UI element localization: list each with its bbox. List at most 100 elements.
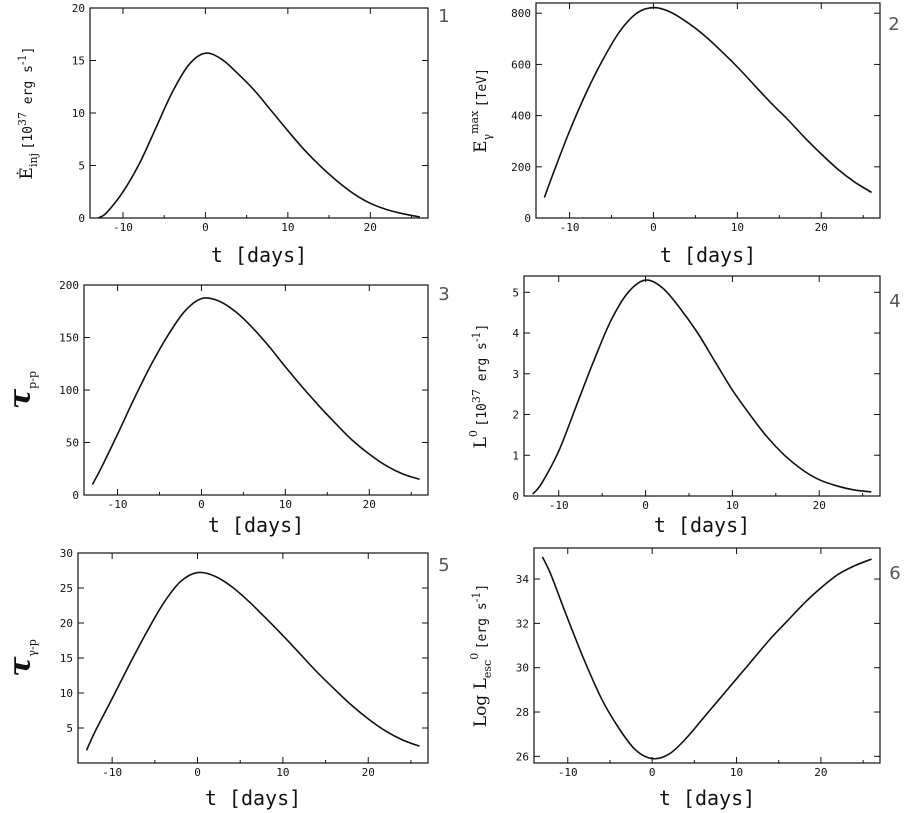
ylabel-sup: 0 xyxy=(467,430,480,437)
series-line xyxy=(533,280,872,494)
x-tick-label: 20 xyxy=(362,766,375,779)
series-line xyxy=(542,557,871,759)
x-tick-label: -10 xyxy=(108,498,128,511)
panel-number: 6 xyxy=(889,563,900,584)
ylabel-close: ] xyxy=(475,584,490,592)
y-tick-label: 800 xyxy=(511,7,531,20)
y-tick-label: 34 xyxy=(516,573,530,586)
ylabel-bracket: [10 xyxy=(475,403,490,426)
x-tick-label: 0 xyxy=(650,221,657,234)
y-axis-label: τp-p xyxy=(3,371,39,409)
x-axis-label: t [days] xyxy=(654,513,750,537)
ylabel-sub: inj xyxy=(27,153,40,167)
y-tick-label: 0 xyxy=(524,212,531,225)
x-axis-label: t [days] xyxy=(208,513,304,537)
y-tick-label: 1 xyxy=(512,449,519,462)
ylabel-rest: erg s xyxy=(21,65,36,112)
x-tick-label: 10 xyxy=(281,221,294,234)
ylabel-rest: erg s xyxy=(475,342,490,389)
panel-number: 3 xyxy=(438,284,449,305)
ylabel-main: L xyxy=(471,678,491,689)
y-tick-label: 0 xyxy=(512,490,519,503)
y-tick-label: 30 xyxy=(60,547,73,560)
x-axis-label: t [days] xyxy=(659,786,755,810)
y-axis-label: L0 [1037 erg s-1] xyxy=(467,324,491,449)
ylabel-main: E xyxy=(471,141,491,153)
x-tick-label: 10 xyxy=(279,498,292,511)
panel-number: 2 xyxy=(888,14,899,35)
panel-number: 5 xyxy=(438,555,449,576)
x-axis-label: t [days] xyxy=(205,786,301,810)
y-tick-label: 28 xyxy=(516,706,529,719)
x-tick-label: -10 xyxy=(549,499,569,512)
series-line xyxy=(87,572,420,750)
ylabel-bracket: [10 xyxy=(21,126,36,149)
y-tick-label: 26 xyxy=(516,750,529,763)
y-tick-label: 5 xyxy=(78,160,85,173)
ylabel-sub: γ-p xyxy=(26,639,39,656)
x-tick-label: -10 xyxy=(560,221,580,234)
ylabel-main: L xyxy=(471,437,491,448)
y-tick-label: 15 xyxy=(72,55,85,68)
y-axis-label: Eγmax [TeV] xyxy=(468,68,494,153)
series-line xyxy=(98,53,420,218)
y-tick-label: 600 xyxy=(511,58,531,71)
ylabel-main: Ė xyxy=(16,167,37,179)
y-tick-label: 32 xyxy=(516,617,529,630)
panel-number: 4 xyxy=(889,291,900,312)
x-tick-label: 10 xyxy=(730,766,743,779)
x-tick-label: 10 xyxy=(276,766,289,779)
x-tick-label: -10 xyxy=(102,766,122,779)
y-tick-label: 0 xyxy=(78,212,85,225)
ylabel-exp2: -1 xyxy=(16,54,29,65)
x-tick-label: 0 xyxy=(642,499,649,512)
x-axis-label: t [days] xyxy=(211,243,307,267)
x-tick-label: 20 xyxy=(363,498,376,511)
ylabel-exp: 37 xyxy=(16,112,29,126)
x-tick-label: 0 xyxy=(194,766,201,779)
x-tick-label: 20 xyxy=(364,221,377,234)
x-tick-label: -10 xyxy=(113,221,133,234)
y-tick-label: 5 xyxy=(66,722,73,735)
x-axis-label: t [days] xyxy=(660,243,756,267)
plot-frame xyxy=(78,553,428,763)
chart-panel-5: -10 0 10 20 5 10 15 20 25 30 t [days] 5 τγ-p xyxy=(3,547,450,810)
ylabel-bracket: [TeV] xyxy=(475,68,490,107)
x-tick-label: 20 xyxy=(814,766,827,779)
y-tick-label: 30 xyxy=(516,662,529,675)
series-line xyxy=(544,8,871,198)
y-tick-label: 2 xyxy=(512,409,519,422)
y-tick-label: 20 xyxy=(72,2,85,15)
ylabel-close: ] xyxy=(21,47,36,55)
ylabel-sub: γ xyxy=(481,134,494,141)
plot-frame xyxy=(524,276,880,496)
y-tick-label: 400 xyxy=(511,110,531,123)
x-tick-label: 20 xyxy=(815,221,828,234)
y-tick-label: 3 xyxy=(512,368,519,381)
y-tick-label: 25 xyxy=(60,582,73,595)
ylabel-close: ] xyxy=(475,324,490,332)
plot-frame xyxy=(84,285,428,495)
ylabel-sub: p-p xyxy=(26,371,39,389)
plot-frame xyxy=(534,548,880,763)
y-tick-label: 4 xyxy=(512,327,519,340)
ylabel-sup: max xyxy=(468,110,481,134)
x-tick-label: -10 xyxy=(558,766,578,779)
y-tick-label: 10 xyxy=(60,687,73,700)
ylabel-exp2: -1 xyxy=(470,592,483,603)
y-tick-label: 200 xyxy=(59,279,79,292)
y-axis-label: τγ-p xyxy=(3,639,39,677)
ylabel-exp2: -1 xyxy=(470,331,483,342)
x-tick-label: 10 xyxy=(731,221,744,234)
y-tick-label: 5 xyxy=(512,286,519,299)
y-axis-label: Ėinj [1037 erg s-1] xyxy=(16,47,40,180)
y-tick-label: 20 xyxy=(60,617,73,630)
panel-number: 1 xyxy=(438,6,449,27)
y-axis-label: Log Lesc0 [erg s-1] xyxy=(468,584,494,727)
y-tick-label: 150 xyxy=(59,332,79,345)
y-tick-label: 100 xyxy=(59,384,79,397)
ylabel-bracket: [erg s xyxy=(475,602,490,649)
